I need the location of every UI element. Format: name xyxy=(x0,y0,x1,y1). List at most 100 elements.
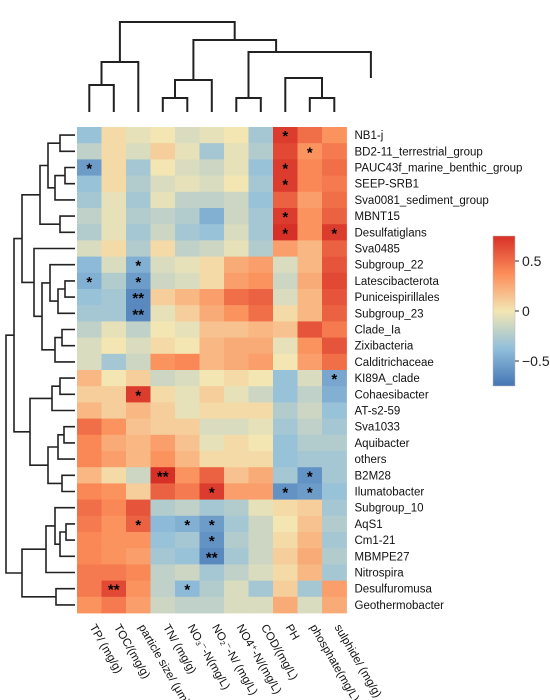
heatmap-cell xyxy=(297,386,323,403)
heatmap-cell xyxy=(199,191,225,209)
heatmap-cell xyxy=(297,256,323,274)
dendrogram-branch xyxy=(61,328,75,347)
heatmap-cell xyxy=(101,240,127,257)
heatmap-cell xyxy=(248,289,274,306)
heatmap-cell xyxy=(175,402,200,419)
heatmap-cell xyxy=(175,337,200,355)
row-label: BD2-11_terrestrial_group xyxy=(355,146,483,158)
heatmap-cell xyxy=(199,370,225,387)
heatmap-cell xyxy=(126,499,151,517)
row-label: Sva0485 xyxy=(355,244,400,256)
significance-mark: * xyxy=(307,468,313,485)
heatmap-cell xyxy=(126,175,151,193)
heatmap-cell xyxy=(77,418,102,436)
heatmap-cell xyxy=(297,321,323,338)
heatmap-cell xyxy=(101,402,127,419)
heatmap-cell xyxy=(101,483,127,500)
heatmap-cell xyxy=(101,596,127,614)
colorbar: 0.5 0 −0.5 xyxy=(492,235,550,387)
heatmap-cell xyxy=(322,337,347,355)
column-labels: TP/ (mg/g)TOC/(mg/g)particle size/ (μm)T… xyxy=(87,623,384,700)
heatmap-cell xyxy=(297,370,323,387)
heatmap-cell xyxy=(248,467,274,484)
heatmap-cell xyxy=(150,191,176,209)
heatmap-cell xyxy=(322,548,347,565)
heatmap-cell xyxy=(199,353,225,371)
heatmap-cell xyxy=(101,256,127,274)
heatmap-cell xyxy=(150,532,176,549)
heatmap-cell xyxy=(322,175,347,193)
heatmap-cell xyxy=(175,175,200,193)
heatmap-cell xyxy=(199,305,225,322)
heatmap-cell xyxy=(273,321,298,338)
heatmap-cell xyxy=(101,418,127,436)
heatmap-cell xyxy=(101,224,127,241)
dendrogram-branch xyxy=(33,247,75,318)
heatmap-cell xyxy=(150,208,176,225)
heatmap-cell xyxy=(224,402,249,419)
heatmap-cell xyxy=(322,272,347,290)
heatmap-cell xyxy=(77,305,102,322)
heatmap-cell xyxy=(322,483,347,500)
heatmap-cell xyxy=(150,256,176,274)
heatmap-cell xyxy=(248,418,274,436)
heatmap-cell xyxy=(175,159,200,176)
heatmap-cell xyxy=(126,434,151,452)
heatmap-cell xyxy=(199,418,225,436)
heatmap-cell xyxy=(199,434,225,452)
heatmap-cell xyxy=(150,434,176,452)
heatmap-cell xyxy=(77,451,102,468)
heatmap-cell xyxy=(273,596,298,614)
heatmap-cell xyxy=(273,127,298,144)
heatmap-cell xyxy=(273,483,298,500)
heatmap-cell xyxy=(199,532,225,549)
heatmap-cell xyxy=(199,143,225,160)
heatmap-cell xyxy=(101,580,127,598)
heatmap-cell xyxy=(101,159,127,176)
heatmap-cell xyxy=(77,515,102,533)
heatmap-cell xyxy=(101,208,127,225)
heatmap-cell xyxy=(175,208,200,225)
heatmap-cell xyxy=(248,499,274,517)
colorbar-gradient xyxy=(493,236,515,386)
heatmap-cell xyxy=(199,548,225,565)
row-label: Desulfuromusa xyxy=(355,584,433,596)
heatmap-cell xyxy=(273,337,298,355)
heatmap-cell xyxy=(126,289,151,306)
row-label: Zixibacteria xyxy=(355,341,414,353)
heatmap-cell xyxy=(297,159,323,176)
heatmap-cell xyxy=(248,370,274,387)
heatmap-cell xyxy=(175,596,200,614)
dendrogram-branch xyxy=(59,134,75,153)
heatmap-cell xyxy=(101,143,127,160)
row-label: NB1-j xyxy=(355,130,384,142)
significance-mark: * xyxy=(282,128,288,145)
heatmap-cell xyxy=(199,224,225,241)
heatmap-cell xyxy=(175,240,200,257)
row-labels: NB1-j BD2-11_terrestrial_group PAUC43f_mar… xyxy=(355,130,523,612)
dendrogram-branch xyxy=(59,377,75,396)
heatmap-cell xyxy=(175,467,200,484)
heatmap-cell xyxy=(322,564,347,581)
heatmap-cell xyxy=(224,240,249,257)
dendrogram-branch xyxy=(54,336,75,363)
row-dendrogram xyxy=(5,134,75,606)
heatmap-cell xyxy=(297,451,323,468)
heatmap-cell xyxy=(248,596,274,614)
heatmap-cell xyxy=(101,272,127,290)
significance-mark: ** xyxy=(108,582,120,599)
heatmap-cell xyxy=(322,370,347,387)
heatmap-cell xyxy=(322,208,347,225)
heatmap-cell xyxy=(150,289,176,306)
heatmap-cell xyxy=(273,305,298,322)
row-label: Nitrospira xyxy=(355,568,405,580)
significance-mark: * xyxy=(135,387,141,404)
significance-marks: *** **** *** ********* ** * ** * ****** * xyxy=(86,128,337,599)
heatmap-cell xyxy=(297,305,323,322)
dendrogram-branch xyxy=(39,164,60,225)
heatmap-cell xyxy=(199,159,225,176)
heatmap-cell xyxy=(77,143,102,160)
dendrogram-branch xyxy=(174,79,213,112)
row-label: Calditrichaceae xyxy=(355,357,434,369)
row-label: Subgroup_10 xyxy=(355,503,424,515)
